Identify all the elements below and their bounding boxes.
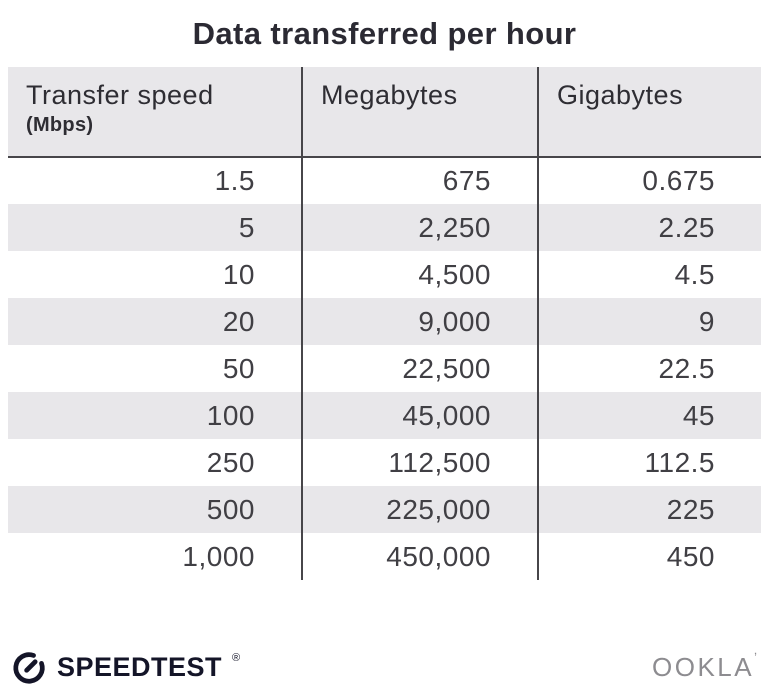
table-cell: 112.5 — [537, 439, 761, 486]
ookla-wordmark: OOKLA — [652, 651, 755, 682]
table-cell: 500 — [8, 486, 302, 533]
table-cell: 675 — [301, 157, 538, 204]
table-cell: 1.5 — [8, 157, 302, 204]
table-cell: 20 — [8, 298, 302, 345]
table-row: 10 4,500 4.5 — [8, 251, 761, 298]
table-body: 1.5 675 0.675 5 2,250 2.25 10 4,500 4.5 20 9,000 9 5… — [8, 157, 761, 580]
table-header: Transfer speed (Mbps) Megabytes Gigabyte… — [8, 67, 761, 158]
table-cell: 9,000 — [301, 298, 538, 345]
table-cell: 112,500 — [301, 439, 538, 486]
table-cell: 2,250 — [301, 204, 538, 251]
table-cell: 100 — [8, 392, 302, 439]
table-cell: 22,500 — [301, 345, 538, 392]
table-cell: 225 — [537, 486, 761, 533]
table-cell: 22.5 — [537, 345, 761, 392]
ookla-logo: OOKLA ʼ — [652, 649, 757, 683]
speedtest-logo: SPEEDTEST ® — [10, 649, 241, 685]
table-cell: 10 — [8, 251, 302, 298]
table-cell: 5 — [8, 204, 302, 251]
registered-trademark-symbol: ® — [232, 652, 241, 664]
table-cell: 4.5 — [537, 251, 761, 298]
column-header-transfer-speed: Transfer speed (Mbps) — [8, 67, 302, 158]
table-row: 500 225,000 225 — [8, 486, 761, 533]
column-header-label: Megabytes — [321, 80, 458, 110]
table-row: 50 22,500 22.5 — [8, 345, 761, 392]
table-row: 250 112,500 112.5 — [8, 439, 761, 486]
column-header-label: Transfer speed — [26, 80, 214, 110]
table-cell: 0.675 — [537, 157, 761, 204]
table-cell: 9 — [537, 298, 761, 345]
table-row: 1,000 450,000 450 — [8, 533, 761, 580]
table-cell: 225,000 — [301, 486, 538, 533]
table-row: 1.5 675 0.675 — [8, 157, 761, 204]
table-cell: 45 — [537, 392, 761, 439]
data-table: Transfer speed (Mbps) Megabytes Gigabyte… — [8, 67, 761, 580]
column-header-megabytes: Megabytes — [301, 67, 538, 158]
column-header-unit: (Mbps) — [26, 114, 94, 136]
table-cell: 450 — [537, 533, 761, 580]
table-cell: 2.25 — [537, 204, 761, 251]
table-cell: 50 — [8, 345, 302, 392]
footer: SPEEDTEST ® OOKLA ʼ — [10, 644, 757, 690]
page-title: Data transferred per hour — [192, 16, 577, 51]
column-header-label: Gigabytes — [557, 80, 684, 110]
table-cell: 1,000 — [8, 533, 302, 580]
table-row: 5 2,250 2.25 — [8, 204, 761, 251]
table-cell: 250 — [8, 439, 302, 486]
column-header-gigabytes: Gigabytes — [537, 67, 761, 158]
table-row: 20 9,000 9 — [8, 298, 761, 345]
table-cell: 4,500 — [301, 251, 538, 298]
ookla-trademark-symbol: ʼ — [754, 649, 757, 665]
speedtest-gauge-icon — [13, 652, 45, 684]
table-cell: 45,000 — [301, 392, 538, 439]
table-row: 100 45,000 45 — [8, 392, 761, 439]
speedtest-wordmark: SPEEDTEST — [57, 651, 223, 682]
table-cell: 450,000 — [301, 533, 538, 580]
